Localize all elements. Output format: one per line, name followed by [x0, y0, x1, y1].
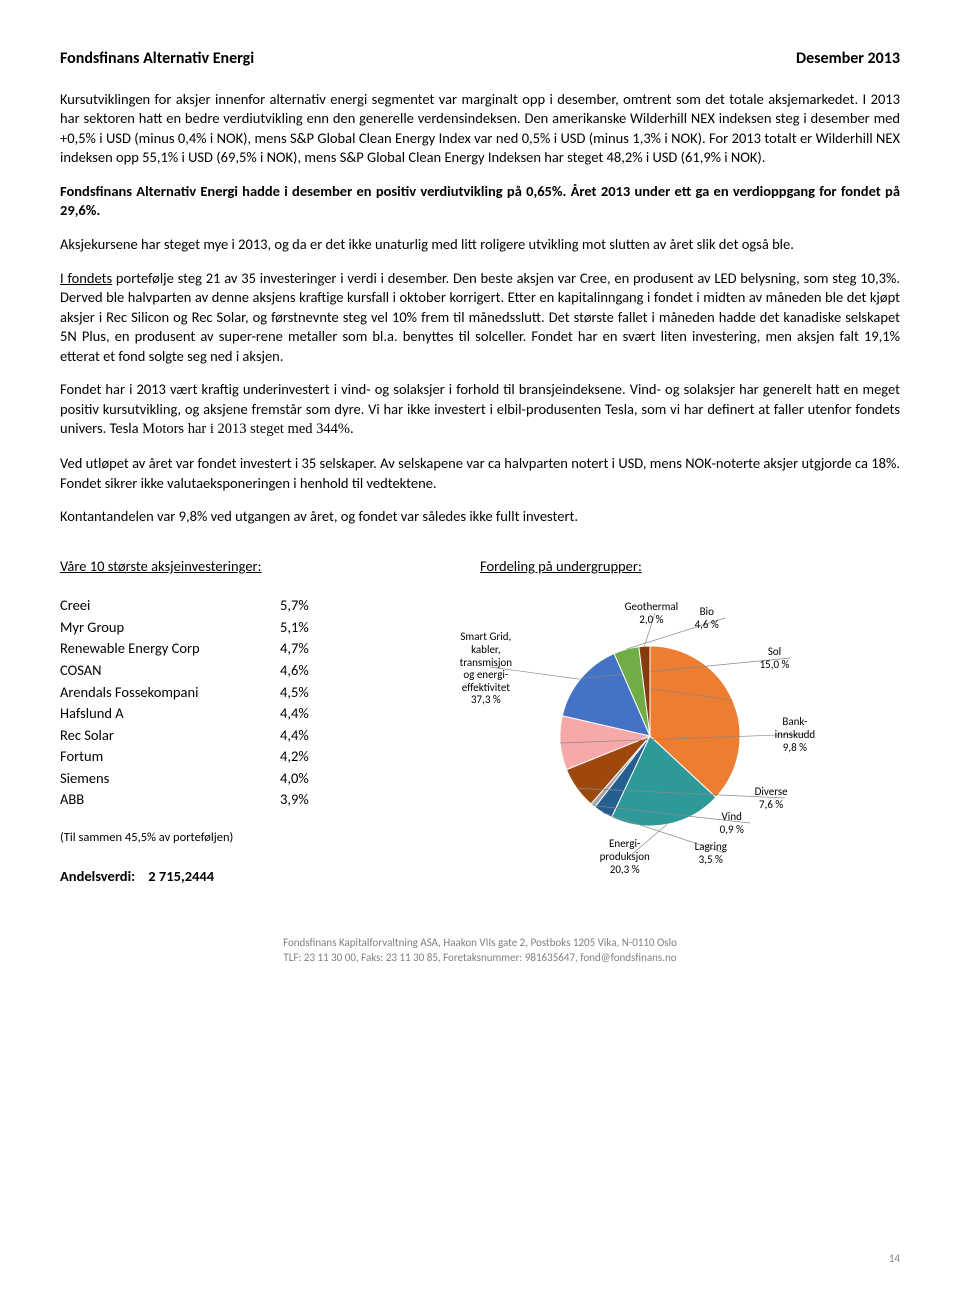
header-right: Desember 2013	[796, 48, 900, 70]
investment-value: 4,7%	[280, 639, 340, 659]
investment-value: 5,7%	[280, 596, 340, 616]
investment-row: Creei5,7%	[60, 596, 430, 616]
pie-label: Lagring3,5 %	[695, 841, 727, 866]
investment-value: 4,0%	[280, 769, 340, 789]
investment-name: Myr Group	[60, 618, 280, 638]
investment-value: 4,4%	[280, 704, 340, 724]
investments-heading: Våre 10 største aksjeinvesteringer:	[60, 557, 480, 577]
investment-row: ABB3,9%	[60, 790, 430, 810]
investments-column: Creei5,7%Myr Group5,1%Renewable Energy C…	[60, 596, 430, 886]
investment-row: Rec Solar4,4%	[60, 726, 430, 746]
paragraph-2: Fondsfinans Alternativ Energi hadde i de…	[60, 182, 900, 221]
investment-value: 4,5%	[280, 683, 340, 703]
investment-row: COSAN4,6%	[60, 661, 430, 681]
paragraph-5: Fondet har i 2013 vært kraftig underinve…	[60, 380, 900, 440]
page-footer: Fondsfinans Kapitalforvaltning ASA, Haak…	[60, 936, 900, 965]
pie-column: Smart Grid,kabler,transmisjonog energi-e…	[430, 596, 900, 886]
pie-label: Smart Grid,kabler,transmisjonog energi-e…	[460, 631, 512, 707]
investment-name: Rec Solar	[60, 726, 280, 746]
investment-value: 4,4%	[280, 726, 340, 746]
section-headers: Våre 10 største aksjeinvesteringer: Ford…	[60, 557, 900, 577]
investment-row: Hafslund A4,4%	[60, 704, 430, 724]
pie-label: Bio4,6 %	[695, 606, 719, 631]
paragraph-4: I fondets portefølje steg 21 av 35 inves…	[60, 269, 900, 367]
footer-line-1: Fondsfinans Kapitalforvaltning ASA, Haak…	[60, 936, 900, 950]
p4-underlined: I fondets	[60, 269, 112, 287]
pie-label: Bank-innskudd9,8 %	[775, 716, 816, 754]
investment-row: Fortum4,2%	[60, 747, 430, 767]
investment-row: Siemens4,0%	[60, 769, 430, 789]
investment-value: 5,1%	[280, 618, 340, 638]
investment-value: 3,9%	[280, 790, 340, 810]
andel-value: 2 715,2444	[148, 867, 214, 885]
paragraph-7: Kontantandelen var 9,8% ved utgangen av …	[60, 507, 900, 527]
portfolio-note: (Til sammen 45,5% av porteføljen)	[60, 830, 430, 847]
pie-chart: Smart Grid,kabler,transmisjonog energi-e…	[470, 596, 830, 876]
andel-label: Andelsverdi:	[60, 867, 135, 885]
page-number: 14	[889, 1252, 900, 1267]
investment-value: 4,2%	[280, 747, 340, 767]
investment-row: Renewable Energy Corp4,7%	[60, 639, 430, 659]
investment-name: Siemens	[60, 769, 280, 789]
paragraph-1: Kursutviklingen for aksjer innenfor alte…	[60, 90, 900, 168]
pie-label: Diverse7,6 %	[755, 786, 788, 811]
pie-label: Vind0,9 %	[720, 811, 744, 836]
pie-label: Energi-produksjon20,3 %	[600, 838, 650, 876]
header-left: Fondsfinans Alternativ Energi	[60, 48, 254, 70]
andel-row: Andelsverdi: 2 715,2444	[60, 867, 430, 887]
investment-name: Hafslund A	[60, 704, 280, 724]
investment-name: Fortum	[60, 747, 280, 767]
page-header: Fondsfinans Alternativ Energi Desember 2…	[60, 48, 900, 70]
p4-rest: portefølje steg 21 av 35 investeringer i…	[60, 269, 900, 365]
pie-label: Geothermal2,0 %	[625, 601, 679, 626]
investment-row: Myr Group5,1%	[60, 618, 430, 638]
pie-label: Sol15,0 %	[760, 646, 790, 671]
paragraph-6: Ved utløpet av året var fondet investert…	[60, 454, 900, 493]
paragraph-3: Aksjekursene har steget mye i 2013, og d…	[60, 235, 900, 255]
investment-name: Arendals Fossekompani	[60, 683, 280, 703]
footer-line-2: TLF: 23 11 30 00, Faks: 23 11 30 85, For…	[60, 951, 900, 965]
investments-list: Creei5,7%Myr Group5,1%Renewable Energy C…	[60, 596, 430, 810]
investment-name: Creei	[60, 596, 280, 616]
pie-heading: Fordeling på undergrupper:	[480, 557, 642, 577]
investment-name: COSAN	[60, 661, 280, 681]
investment-row: Arendals Fossekompani4,5%	[60, 683, 430, 703]
investment-value: 4,6%	[280, 661, 340, 681]
investment-name: ABB	[60, 790, 280, 810]
investment-name: Renewable Energy Corp	[60, 639, 280, 659]
